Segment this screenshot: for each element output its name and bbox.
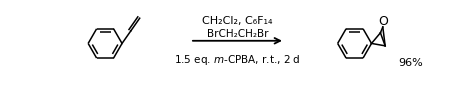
Text: O: O [378,15,388,28]
Text: 1.5 eq. $\mathit{m}$-CPBA, r.t., 2 d: 1.5 eq. $\mathit{m}$-CPBA, r.t., 2 d [174,53,301,67]
Text: CH₂Cl₂, C₆F₁₄: CH₂Cl₂, C₆F₁₄ [202,16,273,26]
Text: BrCH₂CH₂Br: BrCH₂CH₂Br [207,29,268,39]
Text: 96%: 96% [399,58,423,68]
